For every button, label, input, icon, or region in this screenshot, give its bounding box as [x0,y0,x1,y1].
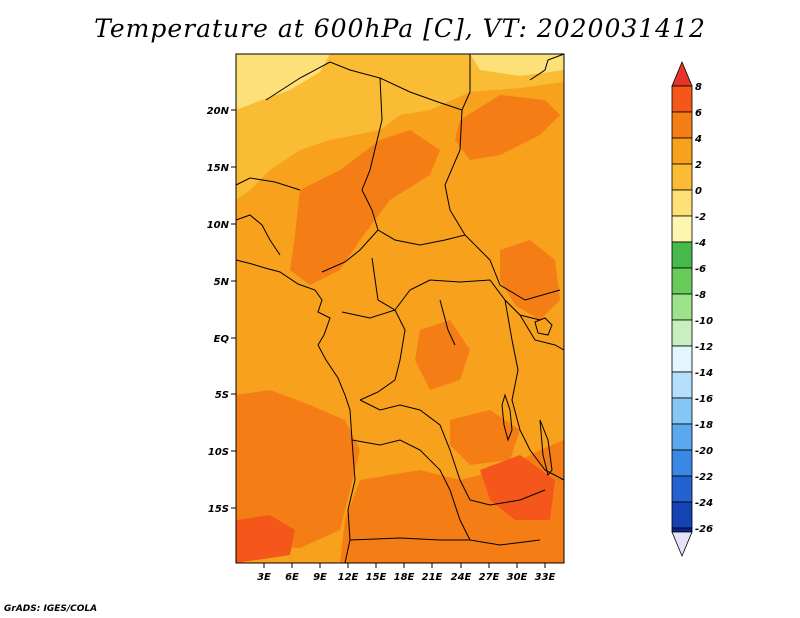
lake-victoria [534,317,553,336]
colorbar-box [671,397,693,425]
colorbar-boxes [671,85,693,533]
colorbar-label: -26 [695,524,713,535]
colorbar-box [671,267,693,295]
colorbar-box [671,475,693,503]
lon-label-33e: 33E [535,572,556,583]
border-east-lakes [504,299,565,481]
colorbar-label: -16 [695,394,713,405]
colorbar-box [671,163,693,191]
temperature-field [236,54,564,563]
border-drc-south [359,399,546,506]
colorbar-label: 6 [695,108,702,119]
field-coolest-northeast [470,54,564,76]
colorbar-box [671,215,693,243]
border-nigeria-niger [265,61,383,273]
colorbar-label: -24 [695,498,713,509]
border-congo [341,309,406,401]
field-warm-east [500,240,560,320]
lon-axis: 3E 6E 9E 12E 15E 18E 21E 24E 27E 30E 33E [257,563,556,583]
field-warm-central-north [290,130,440,285]
lat-label-5s: 5S [215,390,229,401]
lon-label-27e: 27E [479,572,500,583]
border-interior [439,299,456,346]
coastline-nile-delta [529,53,565,81]
lake-tanganyika [501,393,513,442]
colorbar-label: 4 [694,134,702,145]
lat-label-10s: 10S [208,447,229,458]
colorbar-box [671,345,693,373]
colorbar-label: -10 [695,316,713,327]
border-mali-burkina [235,177,301,191]
colorbar-label: -20 [695,446,713,457]
colorbar-label: -8 [695,290,706,301]
field-warm-congo [415,320,470,390]
colorbar-label: 2 [695,160,702,171]
lake-malawi [539,419,553,477]
lon-label-15e: 15E [366,572,387,583]
colorbar-label: -4 [695,238,706,249]
colorbar-box [671,111,693,139]
border-car-north [377,229,466,246]
footer-credit: GrADS: IGES/COLA [4,604,98,614]
colorbar-box [671,449,693,477]
colorbar-box [671,501,693,529]
colorbar-label: -6 [695,264,706,275]
border-angola-zambia [351,439,471,541]
colorbar-box [671,85,693,113]
colorbar-labels: 8 6 4 2 0 -2 -4 -6 -8 -10 -12 -14 -16 -1… [694,82,713,535]
lakes [501,317,553,477]
colorbar-label: -12 [695,342,713,353]
lon-label-24e: 24E [451,572,472,583]
lon-label-6e: 6E [285,572,299,583]
lat-label-20n: 20N [207,106,230,117]
colorbar-box [671,527,693,533]
lat-label-5n: 5N [214,277,230,288]
lat-label-15s: 15S [208,504,229,515]
lon-label-9e: 9E [313,572,327,583]
field-warm-southwest [236,390,360,548]
country-borders [235,53,565,564]
colorbar-box [671,189,693,217]
border-car-south [371,257,541,321]
coastline-west [235,259,356,564]
colorbar-box [671,319,693,347]
lat-label-10n: 10N [207,220,230,231]
lon-label-21e: 21E [422,572,443,583]
border-namibia [349,537,541,546]
colorbar-box [671,423,693,451]
colorbar-label: -14 [695,368,713,379]
colorbar-box [671,137,693,165]
lat-label-eq: EQ [214,334,230,345]
colorbar: 8 6 4 2 0 -2 -4 -6 -8 -10 -12 -14 -16 -1… [671,60,713,558]
border-westafrica [235,214,281,256]
colorbar-top-arrow [671,60,693,87]
colorbar-label: -18 [695,420,713,431]
lon-label-12e: 12E [338,572,359,583]
border-libya-chad [379,54,471,111]
field-cool-north [236,54,564,200]
colorbar-label: 8 [695,82,702,93]
field-warm-northeast [455,95,560,160]
border-uganda [519,314,565,351]
lon-label-3e: 3E [257,572,271,583]
colorbar-box [671,371,693,399]
lon-label-18e: 18E [394,572,415,583]
plot-title: Temperature at 600hPa [C], VT: 202003141… [94,14,706,43]
colorbar-box [671,241,693,269]
field-hot-southwest [236,515,295,563]
colorbar-label: 0 [695,186,702,197]
field-warm-southeast [450,410,520,465]
colorbar-box [671,293,693,321]
lon-label-30e: 30E [507,572,528,583]
colorbar-bottom-arrow [671,531,693,558]
field-coolest-north [236,54,330,110]
map-frame [235,53,565,564]
colorbar-label: -22 [695,472,713,483]
colorbar-label: -2 [695,212,706,223]
lat-axis: 20N 15N 10N 5N EQ 5S 10S 15S [207,106,236,515]
lat-label-15n: 15N [207,163,230,174]
